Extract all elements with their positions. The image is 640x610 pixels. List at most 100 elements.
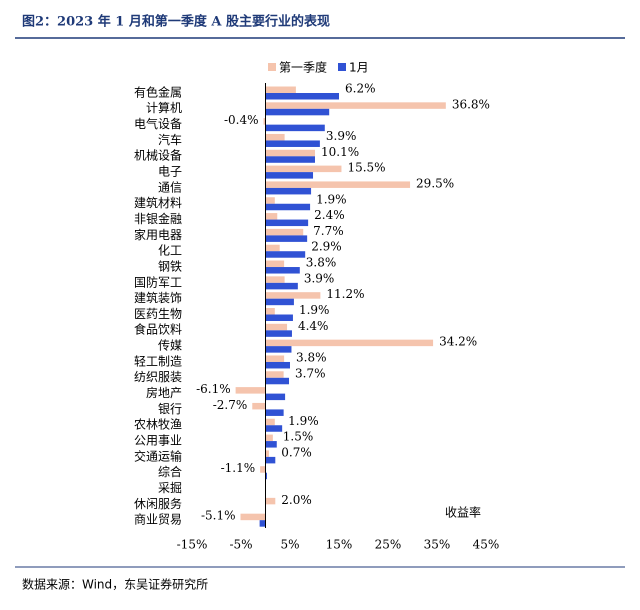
data-label: 1.9% [299, 303, 330, 317]
data-label: 0.7% [281, 445, 312, 459]
category-label: 商业贸易 [134, 512, 182, 527]
data-label: 15.5% [347, 161, 385, 175]
x-tick-label: 35% [424, 538, 451, 552]
category-label: 纺织服装 [134, 370, 182, 384]
x-tick-label: -15% [177, 538, 208, 552]
bar [260, 466, 266, 473]
legend-swatch [268, 63, 276, 71]
bar [265, 330, 292, 337]
category-label: 轻工制造 [134, 354, 182, 368]
bar [265, 244, 280, 252]
bar [252, 402, 266, 410]
bar [265, 292, 321, 299]
data-label: -2.7% [213, 398, 248, 412]
data-label: 3.9% [326, 129, 357, 143]
bar [265, 187, 312, 195]
bar [265, 456, 276, 464]
data-label: 1.9% [288, 414, 319, 428]
category-label: 机械设备 [134, 148, 182, 163]
x-tick-label: 15% [326, 538, 353, 552]
category-label: 汽车 [158, 132, 182, 147]
data-label: 3.9% [304, 271, 335, 285]
bar [265, 276, 285, 283]
bar [265, 124, 325, 132]
bar [265, 450, 269, 457]
category-label: 电气设备 [134, 116, 182, 131]
data-label: -6.1% [196, 382, 231, 396]
bar [265, 133, 285, 141]
source: 数据来源：Wind，东吴证券研究所 [22, 577, 208, 592]
legend-label: 第一季度 [279, 60, 327, 75]
bar [265, 441, 277, 448]
category-label: 综合 [158, 464, 182, 479]
data-label: 1.9% [316, 192, 347, 206]
bar [265, 251, 306, 258]
bar [265, 393, 286, 401]
bar [265, 323, 288, 331]
category-label: 医药生物 [134, 307, 182, 321]
data-label: 6.2% [345, 82, 376, 96]
x-annotation: 收益率 [445, 505, 481, 520]
bar [265, 235, 308, 242]
bar [265, 93, 339, 100]
category-label: 通信 [158, 180, 182, 194]
category-label: 交通运输 [134, 448, 182, 463]
x-tick-label: 45% [473, 538, 500, 552]
bar [265, 149, 315, 157]
bar [263, 118, 266, 125]
chart-title: 图2：2023 年 1 月和第一季度 A 股主要行业的表现 [22, 14, 330, 30]
bar [265, 314, 293, 321]
bar [265, 181, 411, 188]
bar [265, 219, 309, 227]
data-label: -5.1% [201, 509, 236, 523]
bar [265, 308, 275, 315]
data-label: 3.7% [295, 366, 326, 380]
category-label: 银行 [158, 402, 182, 416]
bar [265, 165, 342, 173]
bar [265, 172, 314, 179]
data-label: 29.5% [416, 176, 454, 190]
data-label: 4.4% [298, 319, 329, 333]
category-label: 计算机 [146, 100, 182, 115]
data-label: 3.8% [306, 256, 337, 270]
bar [265, 371, 284, 378]
bar [235, 387, 266, 394]
category-label: 建筑装饰 [134, 290, 182, 305]
data-label: 2.0% [281, 493, 312, 507]
bar [265, 361, 290, 369]
bar [265, 409, 284, 416]
category-label: 家用电器 [134, 227, 182, 242]
bar [240, 513, 266, 521]
bar [265, 203, 311, 211]
data-label: 36.8% [452, 97, 490, 111]
category-label: 电子 [158, 165, 182, 179]
bar [265, 140, 320, 147]
bar [265, 228, 304, 236]
bar [265, 298, 294, 306]
category-label: 钢铁 [158, 259, 182, 273]
bar [265, 102, 446, 109]
category-label: 有色金属 [134, 84, 182, 99]
bar [265, 156, 315, 163]
x-tick-label: 25% [375, 538, 402, 552]
bar [265, 197, 275, 204]
data-label: 2.4% [314, 208, 345, 222]
category-label: 农林牧渔 [134, 418, 182, 432]
data-label: 11.2% [326, 287, 364, 301]
category-label: 传媒 [158, 338, 182, 353]
category-label: 房地产 [146, 385, 182, 400]
bar [265, 418, 275, 426]
bar [265, 472, 267, 480]
category-label: 食品饮料 [134, 322, 182, 337]
category-label: 化工 [158, 244, 182, 258]
x-tick-label: -5% [229, 538, 252, 552]
category-label: 公用事业 [134, 433, 182, 447]
bar [265, 355, 285, 362]
bar [265, 497, 276, 505]
bar [265, 434, 273, 442]
bar [265, 377, 290, 385]
bar [265, 86, 296, 93]
bar [265, 282, 298, 290]
legend-swatch [338, 63, 346, 71]
